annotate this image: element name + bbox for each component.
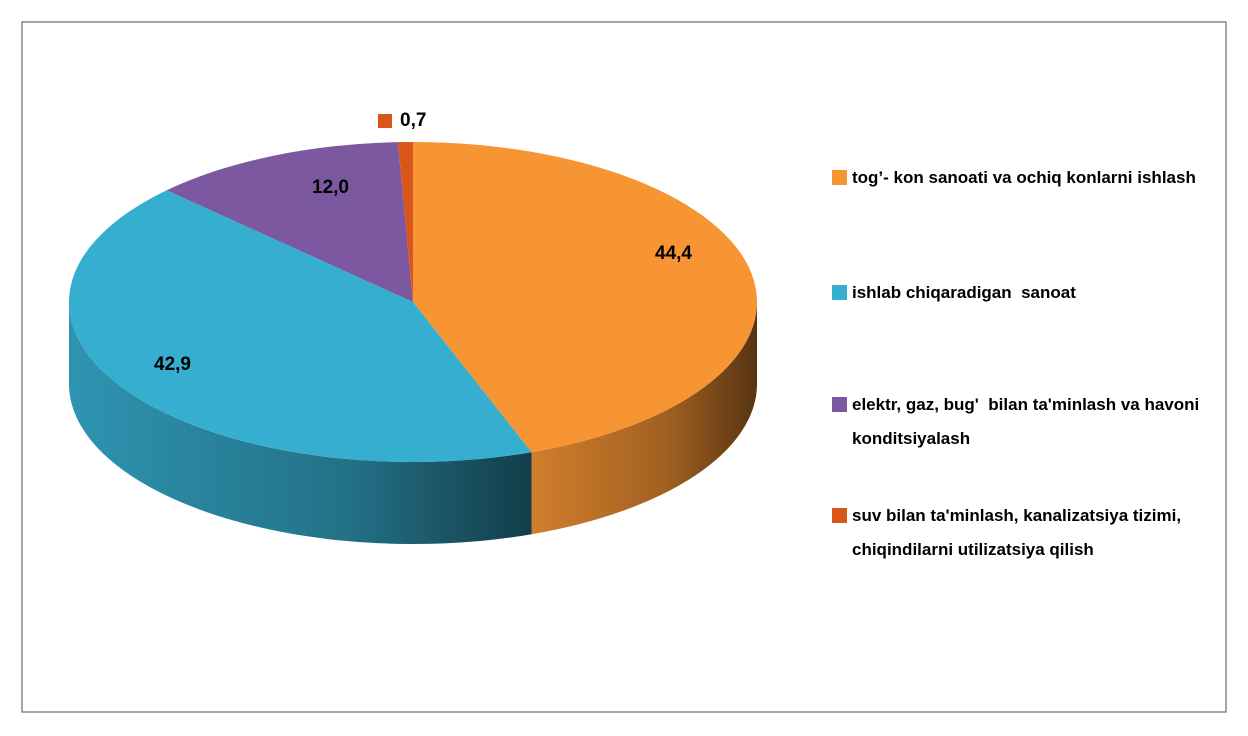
legend-item: elektr, gaz, bug' bilan ta'minlash va ha… — [832, 388, 1232, 456]
legend-swatch — [832, 170, 847, 185]
legend-label: tog’- kon sanoati va ochiq konlarni ishl… — [852, 168, 1196, 187]
data-label-key — [132, 358, 146, 372]
legend-label: suv bilan ta'minlash, kanalizatsiya tizi… — [852, 506, 1186, 559]
data-label: 44,4 — [655, 243, 692, 264]
legend-label: ishlab chiqaradigan sanoat — [852, 283, 1076, 302]
legend-label: elektr, gaz, bug' bilan ta'minlash va ha… — [852, 395, 1204, 448]
slice — [397, 141, 413, 302]
slice — [166, 142, 413, 302]
legend-item: ishlab chiqaradigan sanoat — [832, 276, 1232, 310]
chart-border — [21, 21, 1227, 713]
data-label: 42,9 — [154, 354, 191, 375]
slice — [68, 190, 532, 463]
data-label-key — [378, 114, 392, 128]
legend-swatch — [832, 285, 847, 300]
data-label-key — [633, 247, 647, 261]
data-label: 0,7 — [400, 110, 426, 131]
slice-side-shade — [531, 302, 758, 535]
legend-item: tog’- kon sanoati va ochiq konlarni ishl… — [832, 161, 1232, 195]
data-label-key — [290, 181, 304, 195]
legend-swatch — [832, 397, 847, 412]
data-label: 12,0 — [312, 177, 349, 198]
legend-item: suv bilan ta'minlash, kanalizatsiya tizi… — [832, 499, 1232, 567]
slice-side-shade — [69, 302, 532, 545]
legend-swatch — [832, 508, 847, 523]
slice — [413, 142, 758, 453]
